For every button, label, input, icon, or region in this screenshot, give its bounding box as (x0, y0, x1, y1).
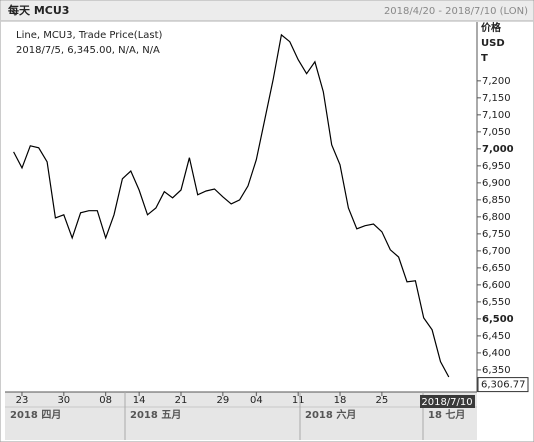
x-tick-label: 25 (376, 395, 389, 406)
y-tick-label: 6,600 (482, 280, 511, 291)
axis-unit-label: USD (481, 38, 505, 49)
y-tick-label: 6,800 (482, 212, 511, 223)
y-tick-label: 6,350 (482, 365, 511, 376)
axis-unit-label: T (481, 53, 488, 64)
y-tick-label: 6,850 (482, 195, 511, 206)
last-price-box (477, 377, 529, 393)
x-tick-label: 08 (99, 395, 112, 406)
y-tick-label: 7,200 (482, 76, 511, 87)
x-tick-label: 14 (133, 395, 146, 406)
x-group-label: 18 七月 (428, 408, 465, 421)
y-tick-label: 6,650 (482, 263, 511, 274)
x-tick-label: 04 (250, 395, 263, 406)
y-tick-label: 6,400 (482, 348, 511, 359)
axis-unit-label: 价格 (481, 21, 502, 34)
x-group-label: 2018 六月 (305, 408, 356, 421)
y-tick-label: 6,900 (482, 178, 511, 189)
cursor-box (420, 395, 475, 408)
y-tick-label: 7,050 (482, 127, 511, 138)
x-axis-band (5, 392, 477, 440)
cursor-label: 2018/7/10 (421, 397, 472, 408)
legend-text: 2018/7/5, 6,345.00, N/A, N/A (16, 45, 160, 56)
x-group-label: 2018 五月 (130, 409, 181, 421)
x-tick-label: 30 (57, 395, 70, 406)
x-tick-label: 21 (175, 395, 188, 406)
x-group-label: 2018 四月 (10, 409, 61, 421)
x-tick-label: 11 (292, 395, 305, 406)
x-tick-label: 29 (216, 395, 229, 406)
legend-text: Line, MCU3, Trade Price(Last) (16, 30, 163, 41)
y-tick-label: 6,700 (482, 246, 511, 257)
y-tick-label: 7,100 (482, 110, 511, 121)
y-tick-label: 6,450 (482, 331, 511, 342)
y-tick-label: 6,950 (482, 161, 511, 172)
last-price-label: 6,306.77 (481, 380, 526, 391)
price-line (13, 33, 450, 378)
x-tick-label: 18 (334, 395, 347, 406)
y-tick-label: 6,550 (482, 297, 511, 308)
chart-title: 每天 MCU3 (8, 3, 69, 17)
y-tick-label: 6,500 (482, 314, 514, 325)
y-tick-label: 6,750 (482, 229, 511, 240)
y-tick-label: 7,150 (482, 93, 511, 104)
x-tick-label: 23 (16, 395, 29, 406)
date-range: 2018/4/20 - 2018/7/10 (LON) (384, 6, 528, 17)
header-bar (1, 1, 533, 21)
y-tick-label: 7,000 (482, 144, 514, 155)
